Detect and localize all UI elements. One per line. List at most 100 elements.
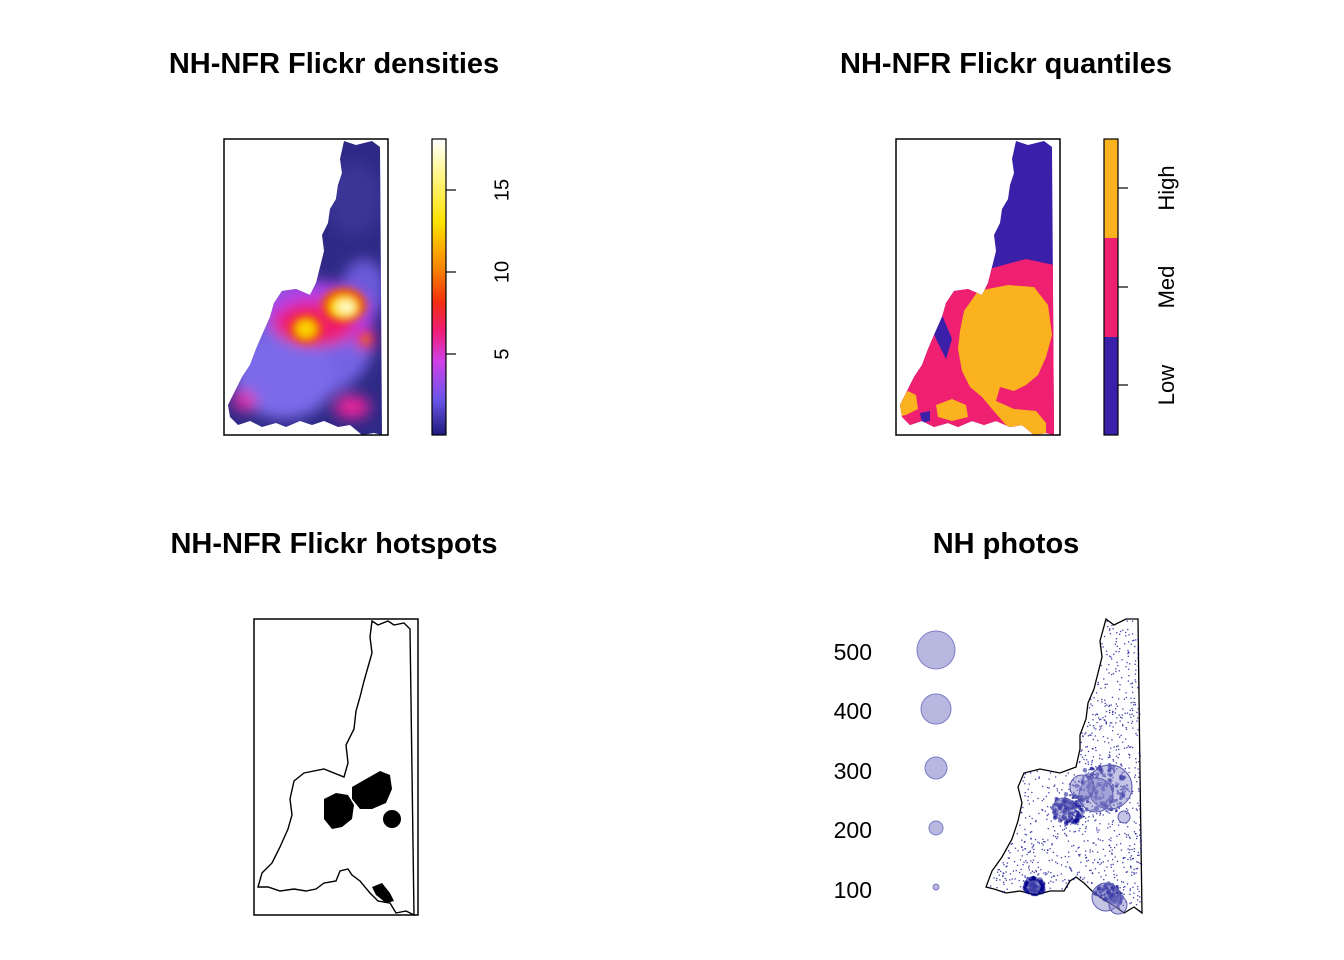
photo-point [1096, 713, 1099, 715]
photo-point [1139, 799, 1141, 801]
photo-point [1035, 821, 1037, 823]
photo-point [1131, 682, 1133, 684]
photo-point [1131, 633, 1134, 635]
photo-point [1056, 788, 1058, 790]
photo-point [1043, 841, 1045, 843]
photo-point [1078, 785, 1080, 787]
photo-point [1124, 832, 1126, 835]
photo-point [1115, 755, 1118, 757]
photo-point [997, 869, 999, 871]
photo-point [1065, 882, 1067, 884]
photo-point [1057, 836, 1059, 838]
photo-point [1092, 725, 1095, 727]
photo-point [1109, 709, 1111, 712]
photo-point [1099, 823, 1101, 825]
photo-point [1125, 692, 1127, 694]
photo-point [1051, 859, 1053, 861]
photo-point [1108, 742, 1110, 744]
size-label-200: 200 [834, 817, 872, 843]
photo-point [1003, 891, 1005, 893]
photo-point [1038, 842, 1040, 844]
photo-point [1130, 702, 1132, 704]
photo-point [1140, 839, 1142, 842]
photo-point [1130, 855, 1133, 857]
photo-point [1108, 798, 1110, 800]
photo-point [1092, 872, 1094, 875]
photo-point [1102, 897, 1106, 902]
size-circle-200 [928, 820, 944, 836]
photo-point [1107, 860, 1109, 862]
photo-point [1048, 860, 1050, 862]
photo-point [1100, 771, 1104, 774]
photo-point [1122, 708, 1124, 710]
photo-point [1085, 826, 1087, 828]
photo-point [1052, 881, 1054, 883]
photo-point [1125, 836, 1128, 838]
photo-point [1090, 809, 1093, 811]
photo-point [1122, 775, 1127, 779]
photo-point [1133, 652, 1135, 654]
photo-point [1036, 770, 1038, 772]
photo-point [1112, 900, 1116, 905]
photo-point [1082, 768, 1088, 773]
photo-point [1083, 789, 1086, 791]
photo-point [1082, 775, 1085, 779]
photo-point [1110, 886, 1114, 890]
photo-point [1124, 885, 1126, 888]
photo-point [1092, 719, 1094, 721]
photo-point [1131, 708, 1133, 710]
photo-point [1128, 767, 1130, 769]
photo-point [1139, 824, 1141, 826]
photo-point [1119, 736, 1121, 738]
photo-point [1137, 648, 1139, 650]
photo-point [1128, 675, 1130, 677]
photo-point [1133, 704, 1135, 706]
photo-point [1111, 673, 1113, 676]
photo-point [1127, 848, 1129, 850]
photo-point [1130, 643, 1132, 645]
photo-point [1132, 727, 1134, 729]
photo-point [1101, 792, 1103, 795]
photo-point [1129, 893, 1131, 895]
photo-point [1035, 869, 1037, 872]
photo-point [998, 869, 1000, 871]
photo-point [1085, 821, 1087, 823]
photo-point [1070, 868, 1072, 870]
photo-point [1133, 868, 1135, 871]
photo-point [1139, 713, 1141, 715]
photo-point [1048, 792, 1050, 794]
photo-point [1134, 663, 1136, 665]
photo-point [1016, 864, 1019, 866]
photo-point [1094, 774, 1096, 776]
photo-point [1132, 640, 1134, 642]
photo-point [1074, 830, 1077, 833]
photo-point [1090, 734, 1092, 736]
photo-point [1073, 831, 1075, 833]
photo-point [1097, 683, 1099, 685]
photo-point [1129, 888, 1131, 890]
photo-point [1114, 643, 1117, 645]
photo-point [1031, 847, 1033, 849]
photo-point [1136, 837, 1138, 840]
photo-point [1055, 836, 1057, 838]
photo-points [990, 620, 1143, 912]
photo-point [1054, 830, 1056, 832]
photo-point [1080, 861, 1082, 864]
photo-point [1119, 648, 1121, 650]
photo-point [1082, 824, 1084, 826]
photo-point [1097, 681, 1099, 683]
photo-point [1132, 620, 1134, 622]
photo-point [1101, 758, 1103, 760]
photo-point [1099, 858, 1101, 860]
photo-point [1136, 835, 1138, 837]
photo-point [1100, 876, 1102, 878]
photo-point [1079, 877, 1082, 879]
photo-point [1119, 788, 1123, 791]
photo-point [1022, 780, 1024, 782]
photo-point [1114, 899, 1117, 902]
photo-point [1024, 875, 1026, 877]
photo-point [1116, 844, 1118, 846]
photo-point [1091, 781, 1093, 784]
photo-point [1121, 714, 1123, 716]
photo-point [1034, 778, 1037, 780]
